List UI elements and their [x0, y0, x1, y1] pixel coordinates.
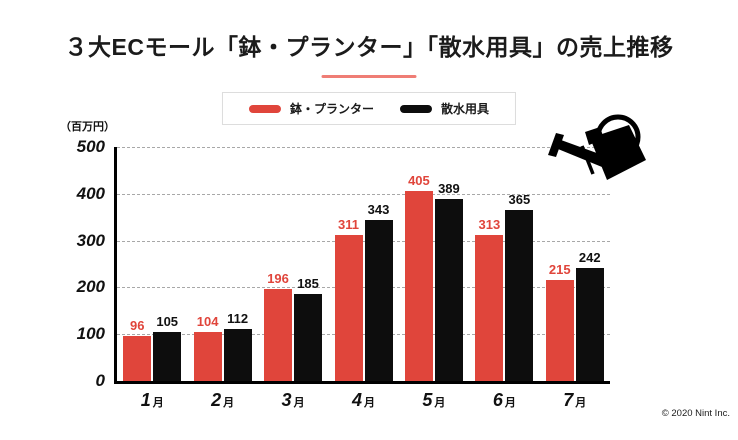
bar-value-label: 389 [438, 180, 460, 196]
month-number: 4 [351, 390, 362, 410]
month-suffix: 月 [293, 397, 305, 409]
bar-value-label: 96 [129, 318, 145, 334]
bar [575, 267, 604, 381]
month-number: 7 [563, 390, 574, 410]
legend-label: 散水用具 [441, 102, 490, 116]
bar-value-label: 196 [267, 271, 289, 287]
bar [334, 235, 363, 381]
y-tick-label: 100 [76, 324, 105, 344]
bar-value-label: 365 [508, 192, 531, 208]
gridline [117, 287, 610, 289]
bar-value-label: 405 [408, 173, 430, 189]
legend-item: 鉢・プランター [248, 100, 374, 117]
bar [193, 332, 222, 381]
bar [434, 198, 463, 381]
bar [123, 336, 152, 381]
month-suffix: 月 [575, 397, 587, 409]
month-suffix: 月 [504, 397, 516, 409]
bar [153, 331, 182, 381]
bar [364, 220, 393, 381]
legend-swatch [248, 104, 281, 113]
copyright-text: © 2020 Nint Inc. [661, 408, 730, 419]
month-number: 6 [492, 390, 503, 410]
bar-value-label: 104 [196, 314, 219, 330]
bar [404, 191, 433, 381]
legend-item: 散水用具 [400, 100, 489, 117]
y-axis-unit-label: （百万円） [60, 121, 115, 133]
gridline [117, 193, 610, 195]
gridline [117, 240, 610, 242]
y-tick-label: 400 [76, 183, 105, 203]
watering-can-icon [548, 114, 646, 180]
month-number: 3 [281, 390, 292, 410]
month-number: 2 [211, 390, 222, 410]
bar-value-label: 313 [478, 216, 501, 232]
bar [505, 210, 534, 381]
bar-value-label: 311 [338, 217, 359, 233]
bar-value-label: 185 [297, 276, 319, 292]
chart-title: ３大ECモール「鉢・プランター」「散水用具」の売上推移 [64, 34, 674, 60]
y-tick-label: 200 [76, 277, 105, 297]
bar [223, 328, 252, 381]
month-suffix: 月 [152, 397, 164, 409]
month-number: 1 [140, 390, 151, 410]
month-suffix: 月 [223, 397, 235, 409]
bar-value-label: 242 [578, 249, 601, 265]
bar-value-label: 105 [156, 313, 179, 329]
bar-value-label: 343 [367, 202, 390, 218]
month-suffix: 月 [434, 397, 446, 409]
y-tick-label: 500 [76, 137, 105, 156]
bar [475, 234, 504, 381]
month-suffix: 月 [364, 397, 375, 409]
bar [264, 289, 293, 381]
bar-value-label: 215 [548, 262, 571, 278]
bar [545, 280, 574, 381]
gridline [117, 334, 610, 336]
y-tick-label: 300 [76, 230, 105, 250]
gridline [117, 147, 610, 148]
bar-value-label: 112 [227, 310, 249, 326]
legend-swatch [400, 104, 432, 113]
plot-area: 96 105 104 112 196 185 311 343 405 389 313 365 215 24… [114, 147, 610, 384]
chart-legend: 鉢・プランター 散水用具 [221, 92, 517, 125]
legend-label: 鉢・プランター [289, 102, 374, 116]
y-tick-label: 0 [95, 371, 105, 390]
title-underline-accent [321, 75, 417, 78]
month-number: 5 [422, 390, 433, 410]
bar [294, 294, 323, 381]
